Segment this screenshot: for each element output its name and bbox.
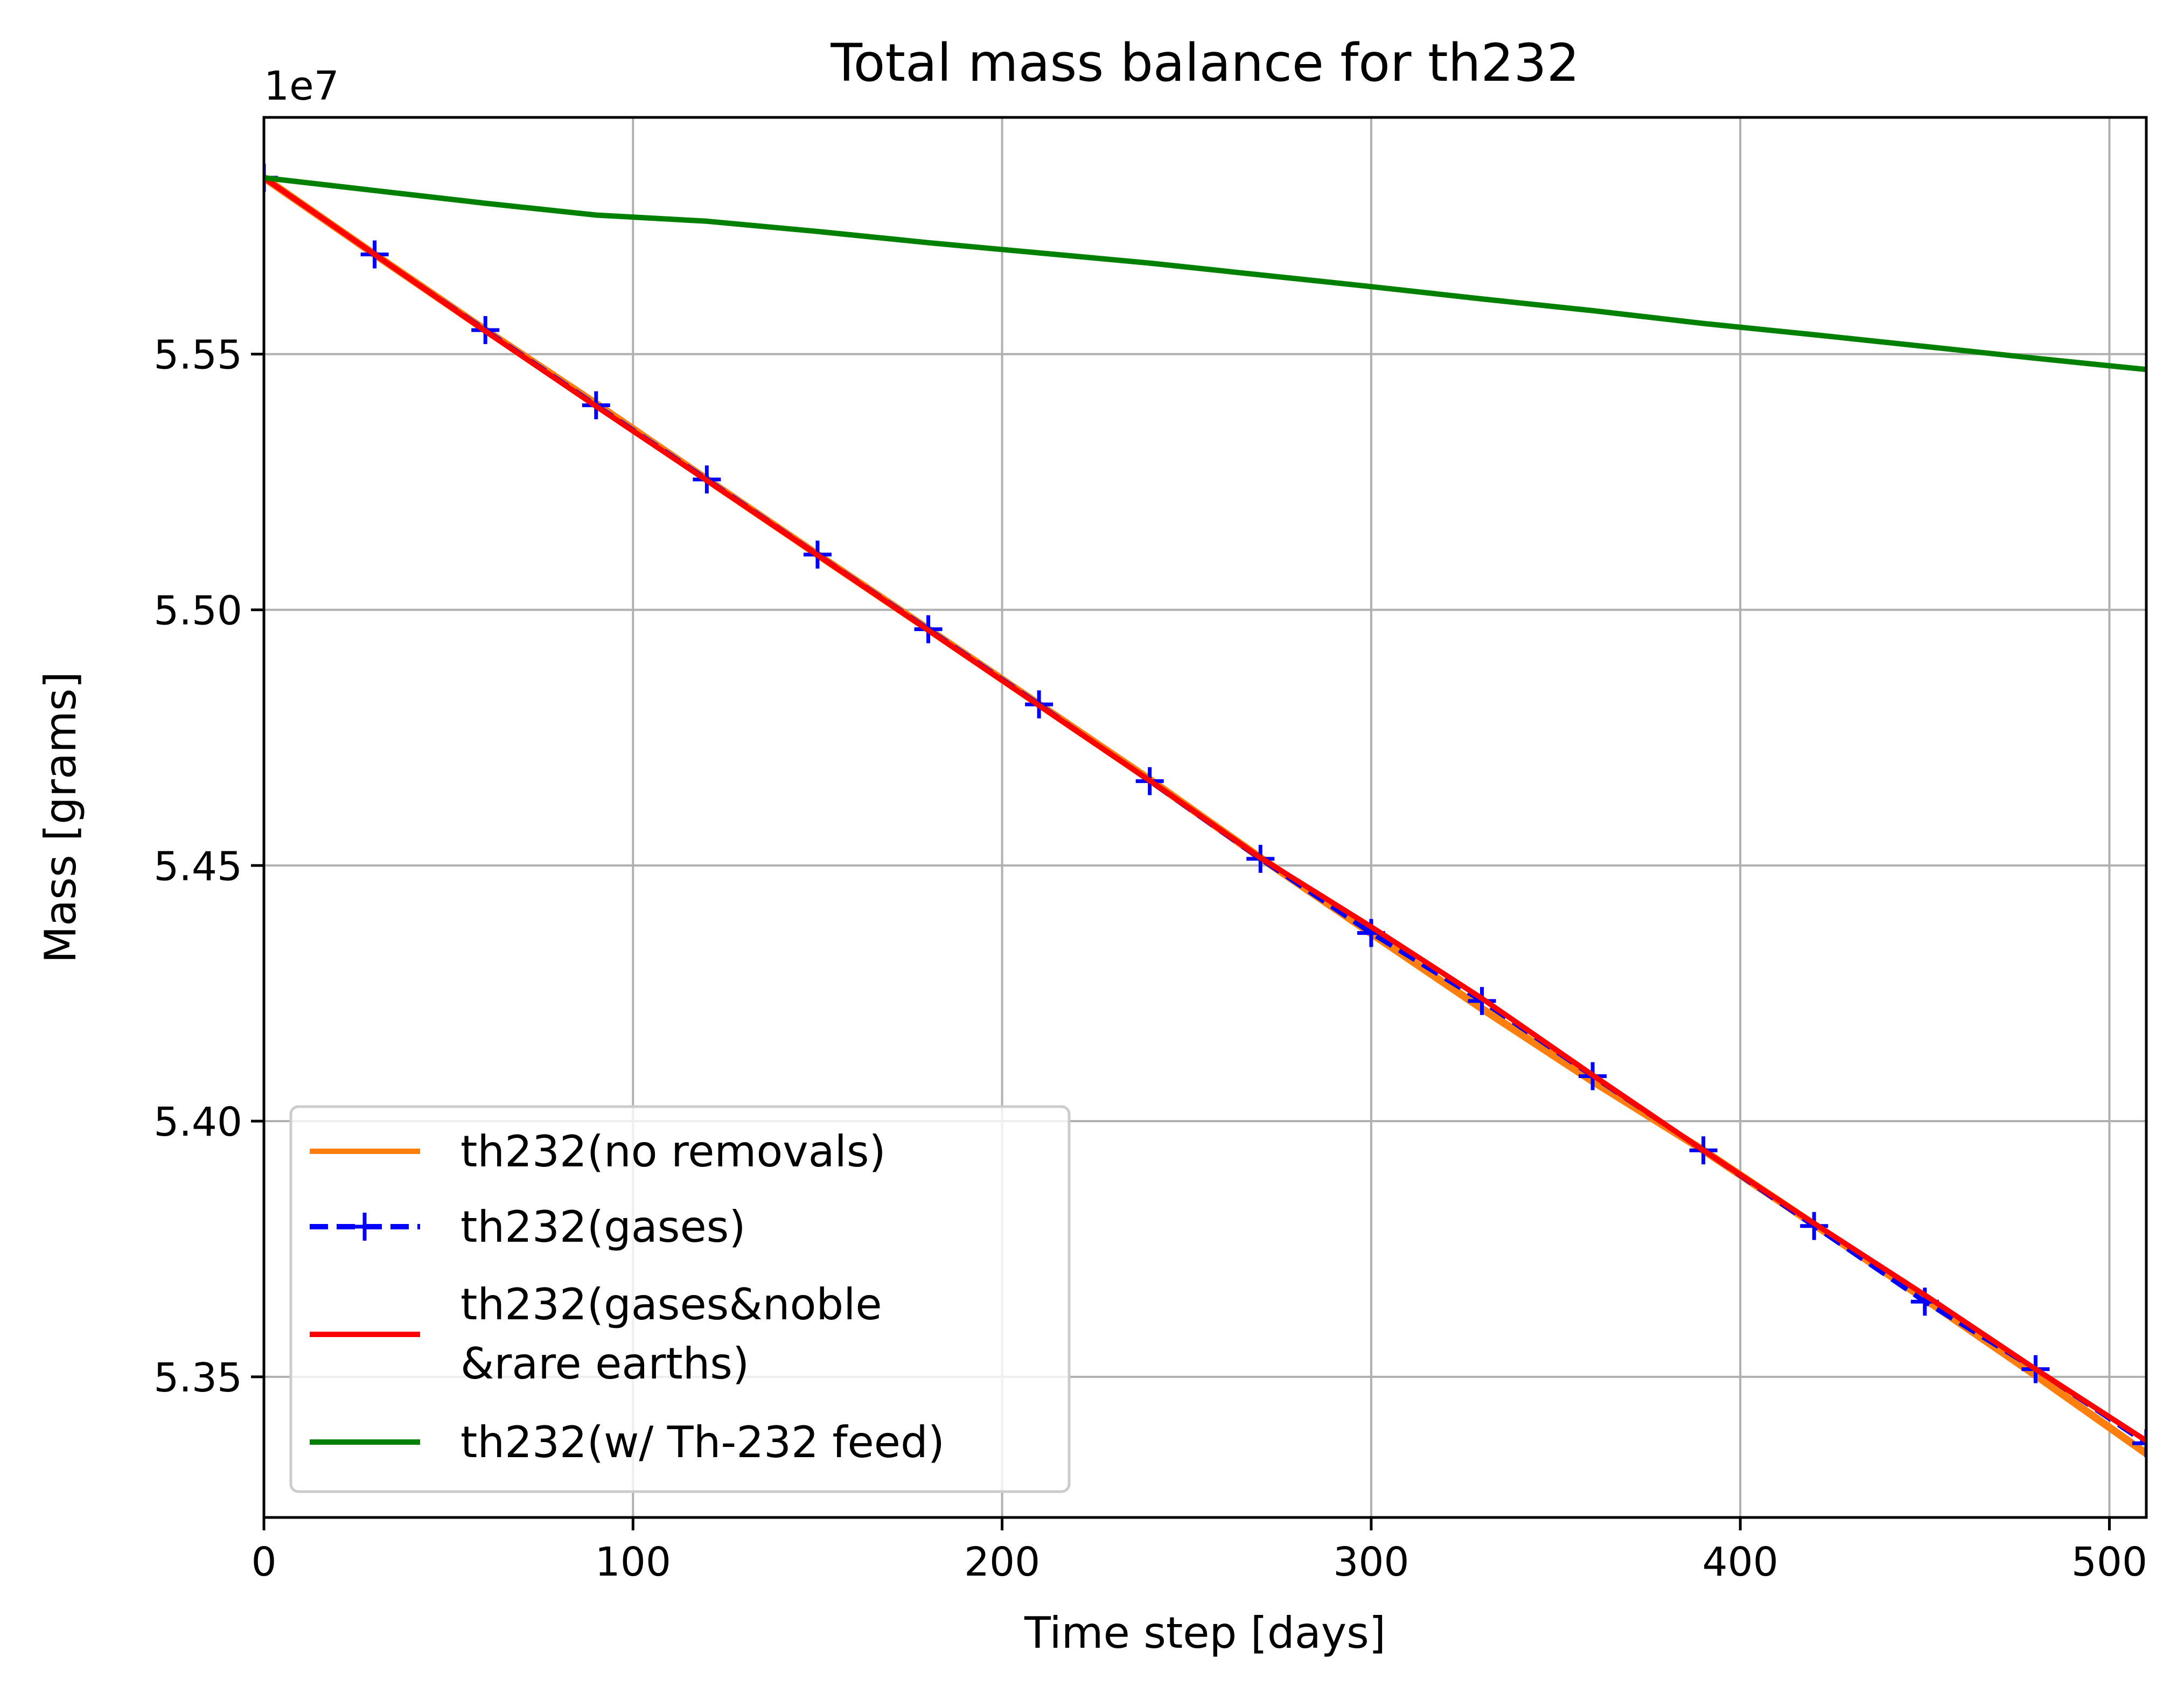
legend-label: th232(gases) <box>460 1202 746 1252</box>
legend-label: th232(no removals) <box>460 1127 886 1177</box>
y-tick-label: 5.40 <box>153 1099 242 1145</box>
legend-label: th232(gases&noble &rare earths) <box>460 1279 882 1389</box>
y-axis-offset-label: 1e7 <box>264 63 339 109</box>
x-tick-label: 500 <box>2071 1539 2147 1585</box>
legend: th232(no removals) th232(gases) th232(gase… <box>289 1105 1071 1493</box>
x-tick-label: 400 <box>1702 1539 1778 1585</box>
y-tick-label: 5.55 <box>153 332 242 379</box>
legend-label: th232(w/ Th-232 feed) <box>460 1417 945 1467</box>
y-tick-label: 5.50 <box>153 587 242 634</box>
legend-entry: th232(w/ Th-232 feed) <box>310 1417 945 1467</box>
x-tick-label: 0 <box>251 1539 276 1585</box>
data-point-marker <box>2132 1429 2146 1458</box>
x-tick-label: 100 <box>595 1539 671 1585</box>
legend-entry: th232(no removals) <box>310 1127 886 1177</box>
series-line-2 <box>264 175 2146 1443</box>
y-tick-label: 5.35 <box>153 1355 242 1401</box>
axes: 0 100 200 300 400 500 5.35 5.40 5.45 5.50 5.55 <box>153 332 2147 1585</box>
x-tick-label: 300 <box>1333 1539 1409 1585</box>
x-tick-label: 200 <box>964 1539 1040 1585</box>
plot-frame <box>262 116 2148 1519</box>
legend-entry: th232(gases&noble &rare earths) <box>310 1279 882 1389</box>
series-line-3 <box>264 175 2146 373</box>
y-tick-label: 5.45 <box>153 843 242 890</box>
plot-area <box>264 164 2146 1458</box>
legend-entry: th232(gases) <box>310 1202 746 1252</box>
chart-title: Total mass balance for th232 <box>830 33 1579 93</box>
legend-box <box>289 1105 1071 1493</box>
y-axis-title: Mass [grams] <box>36 671 86 963</box>
x-axis-title: Time step [days] <box>1024 1608 1386 1658</box>
